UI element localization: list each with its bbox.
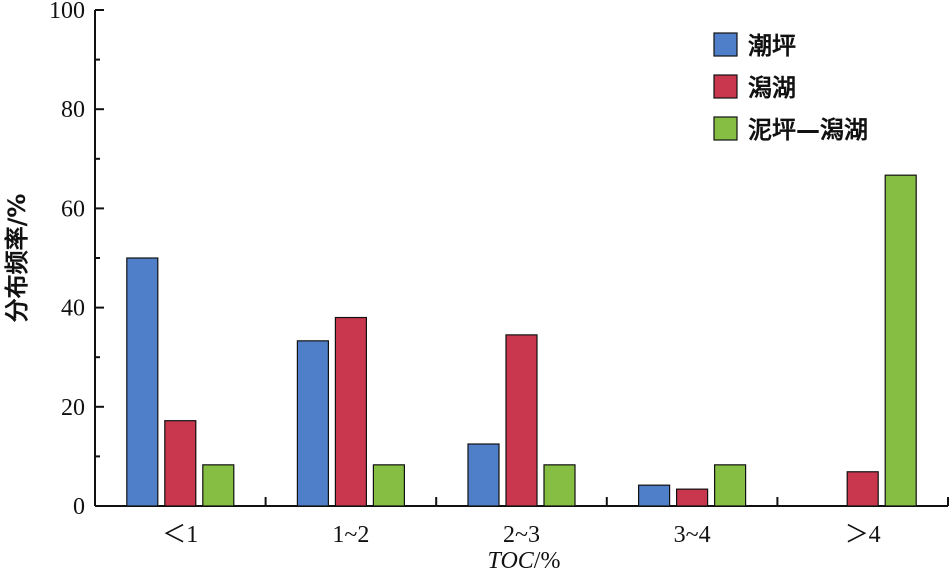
y-tick-label: 100: [49, 0, 85, 24]
legend-label: 潮坪: [748, 32, 796, 60]
bar: [334, 316, 367, 507]
x-tick-label: 1~2: [332, 522, 369, 548]
bar: [543, 464, 576, 507]
y-tick-label: 40: [61, 296, 85, 322]
bar: [164, 420, 197, 507]
y-tick-label: 0: [73, 494, 85, 520]
bar: [884, 174, 917, 507]
x-tick-label: 2~3: [503, 522, 540, 548]
bar: [372, 464, 405, 507]
bar: [296, 340, 329, 507]
bar: [846, 471, 879, 507]
bar: [126, 257, 159, 507]
bar: [637, 484, 671, 507]
bar: [505, 334, 538, 507]
y-tick-label: 80: [61, 97, 85, 123]
legend-label: 潟湖: [748, 74, 796, 102]
x-axis-title: TOC/%: [488, 548, 561, 574]
legend-swatch: [713, 116, 738, 141]
legend-swatch: [713, 32, 738, 57]
bars: [126, 174, 917, 507]
legend-swatch: [713, 74, 738, 99]
x-tick-label: 3~4: [674, 522, 711, 548]
x-tick-label: ＜1: [162, 522, 198, 548]
y-tick-label: 20: [61, 395, 85, 421]
bar: [675, 488, 709, 507]
legend-label: 泥坪—潟湖: [748, 116, 868, 144]
bar: [467, 443, 500, 507]
y-axis-title: 分布频率/%: [3, 194, 31, 323]
bar: [202, 464, 235, 507]
bar: [713, 464, 747, 507]
y-axis: 0 20 40 60 80 100: [49, 0, 104, 520]
x-tick-label: ＞4: [845, 522, 881, 548]
y-tick-label: 60: [61, 196, 85, 222]
